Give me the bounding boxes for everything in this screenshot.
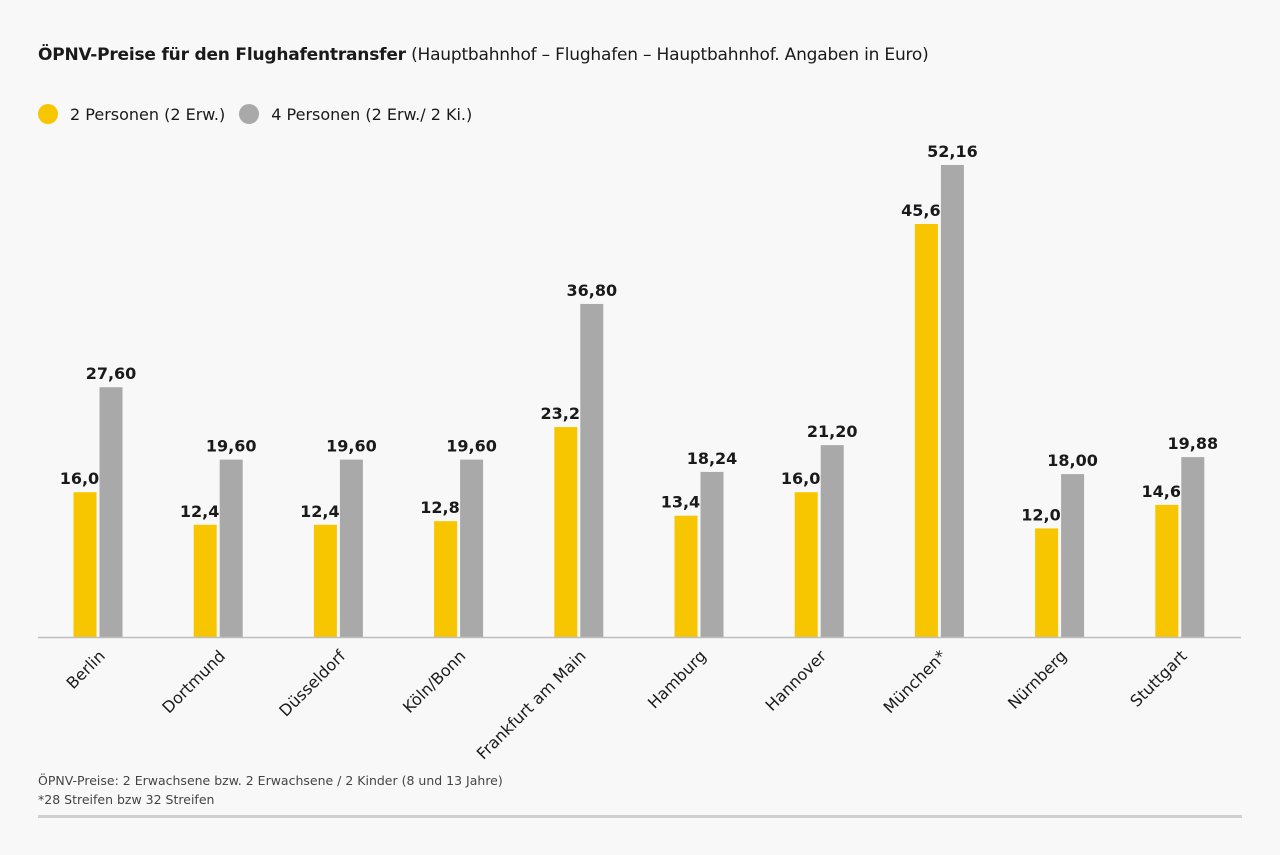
category-label-6: Hannover: [762, 646, 831, 715]
footnote-1: ÖPNV-Preise: 2 Erwachsene bzw. 2 Erwachs…: [38, 773, 503, 788]
data-label-grey-8: 18,00: [1047, 451, 1098, 470]
data-label-yellow-8: 12,00: [1021, 505, 1072, 524]
data-label-yellow-0: 16,00: [60, 469, 111, 488]
bar-yellow-5: [674, 515, 698, 637]
bar-yellow-3: [434, 521, 458, 637]
bar-grey-2: [339, 459, 363, 637]
legend: 2 Personen (2 Erw.) 4 Personen (2 Erw./ …: [38, 104, 486, 124]
legend-item-4-personen: 4 Personen (2 Erw./ 2 Ki.): [239, 104, 472, 124]
category-label-0: Berlin: [63, 646, 109, 692]
data-label-yellow-5: 13,40: [661, 493, 712, 512]
bar-grey-7: [940, 164, 964, 637]
data-label-yellow-2: 12,40: [300, 502, 351, 521]
data-label-grey-3: 19,60: [446, 437, 497, 456]
data-label-grey-9: 19,88: [1167, 434, 1218, 453]
data-label-yellow-9: 14,60: [1141, 482, 1192, 501]
chart-title-bold: ÖPNV-Preise für den Flughafentransfer: [38, 45, 406, 65]
legend-label-2-personen: 2 Personen (2 Erw.): [70, 104, 226, 124]
data-label-yellow-1: 12,40: [180, 502, 231, 521]
data-label-grey-0: 27,60: [86, 364, 137, 383]
bar-grey-3: [460, 459, 484, 637]
data-label-grey-7: 52,16: [927, 142, 978, 161]
category-label-9: Stuttgart: [1126, 646, 1190, 710]
category-label-8: Nürnberg: [1004, 646, 1070, 712]
data-label-yellow-4: 23,20: [540, 404, 591, 423]
footnote-2: *28 Streifen bzw 32 Streifen: [38, 792, 215, 807]
data-label-grey-1: 19,60: [206, 437, 257, 456]
data-label-grey-5: 18,24: [687, 449, 738, 468]
category-label-3: Köln/Bonn: [399, 646, 469, 716]
bar-yellow-0: [73, 492, 97, 637]
bottom-divider: [38, 815, 1242, 818]
data-label-grey-6: 21,20: [807, 422, 858, 441]
chart-title-rest: (Hauptbahnhof – Flughafen – Hauptbahnhof…: [411, 45, 929, 65]
data-label-yellow-7: 45,64: [901, 201, 952, 220]
bar-yellow-7: [914, 223, 938, 637]
category-label-1: Dortmund: [158, 646, 229, 717]
data-label-yellow-6: 16,00: [781, 469, 832, 488]
bar-yellow-4: [554, 427, 578, 637]
bar-yellow-2: [313, 524, 337, 637]
bar-grey-4: [580, 303, 604, 637]
bar-grey-1: [219, 459, 243, 637]
bar-grey-8: [1061, 474, 1085, 637]
bar-yellow-9: [1155, 504, 1179, 637]
legend-dot-yellow: [38, 104, 58, 124]
bar-yellow-6: [794, 492, 818, 637]
category-label-2: Düsseldorf: [275, 646, 349, 720]
bar-grey-9: [1181, 457, 1205, 637]
category-label-5: Hamburg: [644, 646, 710, 712]
bar-yellow-1: [193, 524, 217, 637]
data-label-grey-2: 19,60: [326, 437, 377, 456]
bar-yellow-8: [1035, 528, 1059, 637]
chart-title: ÖPNV-Preise für den Flughafentransfer (H…: [38, 45, 929, 65]
legend-dot-grey: [239, 104, 260, 124]
data-label-yellow-3: 12,80: [420, 498, 471, 517]
legend-label-4-personen: 4 Personen (2 Erw./ 2 Ki.): [271, 104, 473, 124]
bar-grey-6: [820, 445, 844, 637]
category-label-7: München*: [880, 646, 951, 717]
legend-item-2-personen: 2 Personen (2 Erw.): [38, 104, 225, 124]
data-label-grey-4: 36,80: [566, 281, 617, 300]
bar-grey-5: [700, 471, 724, 637]
bar-grey-0: [99, 387, 123, 637]
category-label-4: Frankfurt am Main: [473, 646, 590, 763]
